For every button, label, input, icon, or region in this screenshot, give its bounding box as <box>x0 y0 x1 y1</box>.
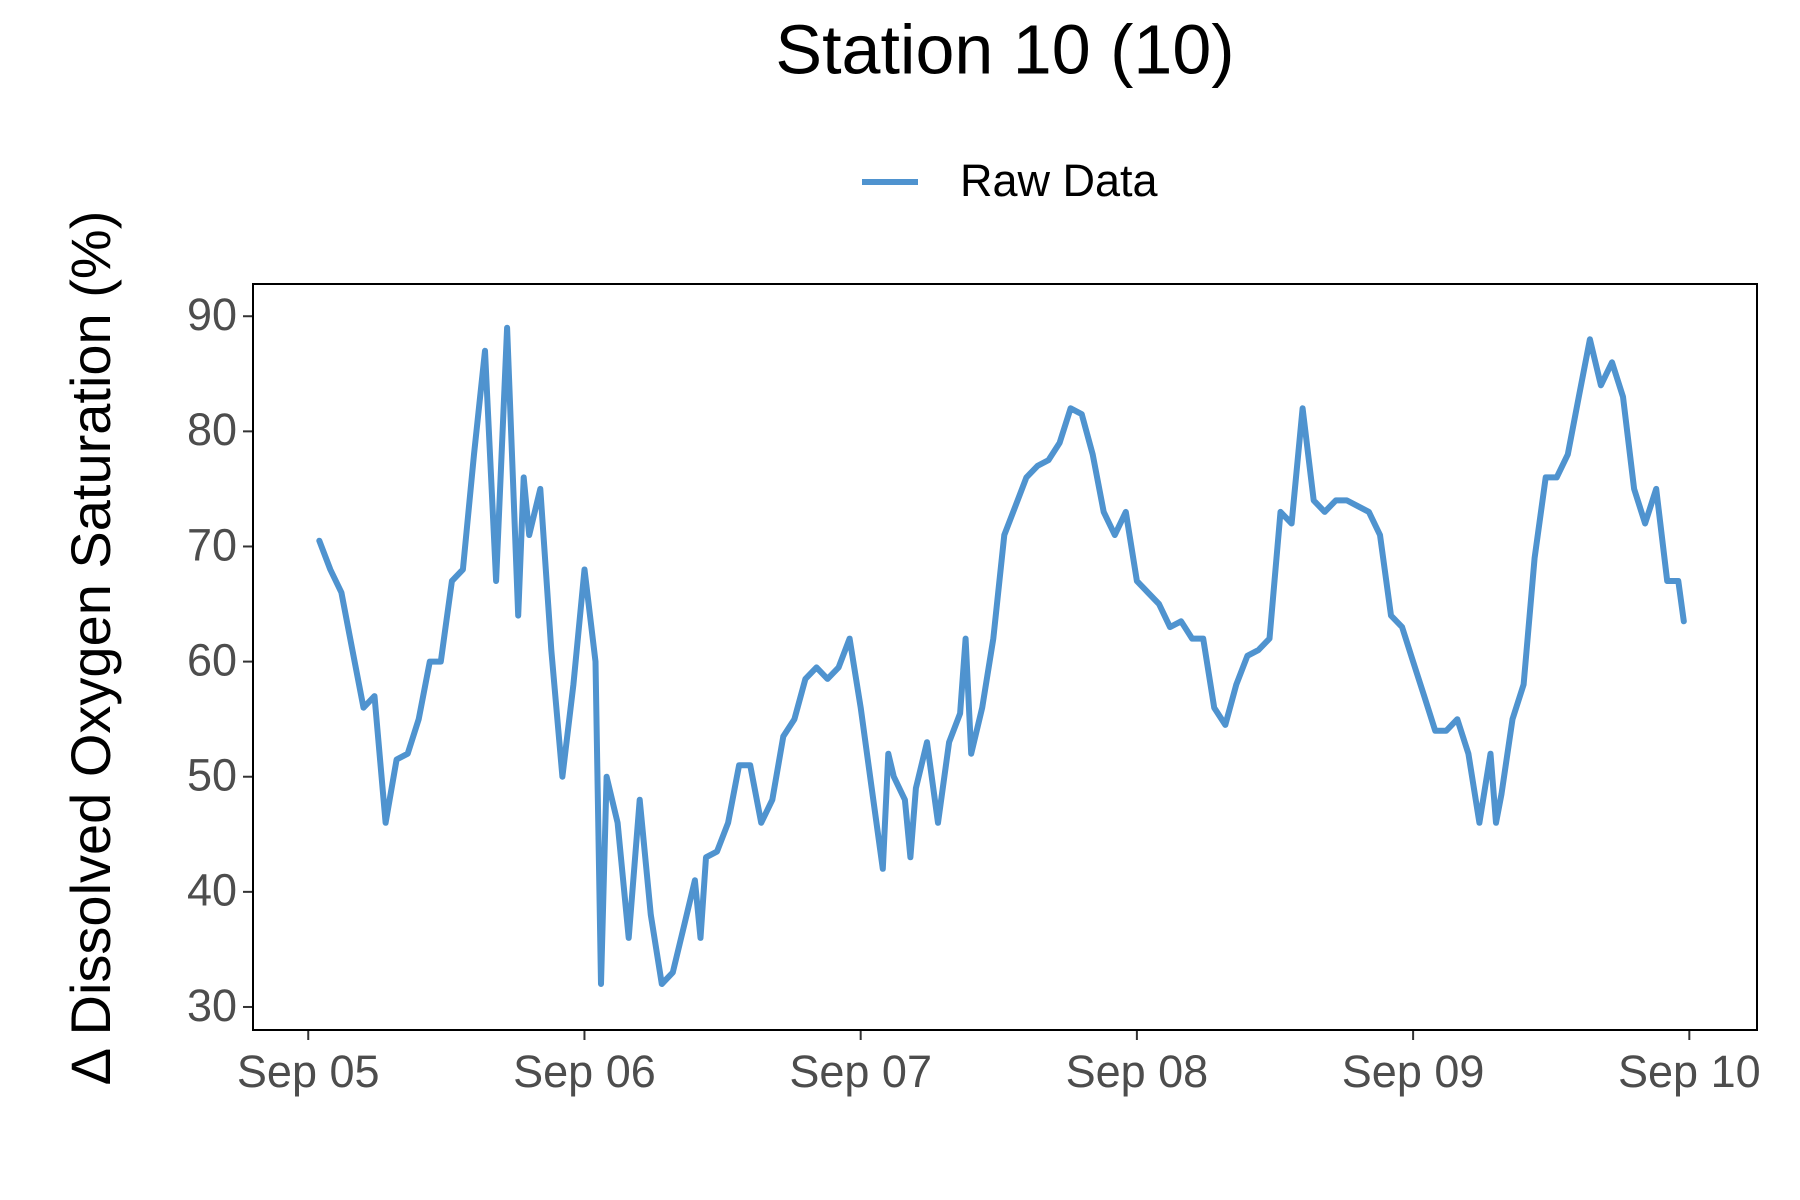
data-line <box>316 324 1687 987</box>
x-tick-label: Sep 07 <box>789 1046 932 1097</box>
x-tick-label: Sep 05 <box>237 1046 380 1097</box>
y-tick-label: 80 <box>187 404 237 455</box>
y-tick-label: 70 <box>187 519 237 570</box>
x-tick-label: Sep 06 <box>513 1046 656 1097</box>
y-tick-label: 40 <box>187 865 237 916</box>
plot-frame <box>252 283 1758 1031</box>
y-tick-label: 90 <box>187 289 237 340</box>
y-tick-label: 60 <box>187 634 237 685</box>
x-tick-label: Sep 09 <box>1342 1046 1485 1097</box>
chart-title: Station 10 (10) <box>775 10 1234 88</box>
y-tick-label: 50 <box>187 750 237 801</box>
x-tick-label: Sep 08 <box>1066 1046 1209 1097</box>
y-axis-label: Δ Dissolved Oxygen Saturation (%) <box>59 211 122 1086</box>
x-tick-label: Sep 10 <box>1618 1046 1761 1097</box>
y-tick-label: 30 <box>187 980 237 1031</box>
legend-label: Raw Data <box>960 155 1159 206</box>
